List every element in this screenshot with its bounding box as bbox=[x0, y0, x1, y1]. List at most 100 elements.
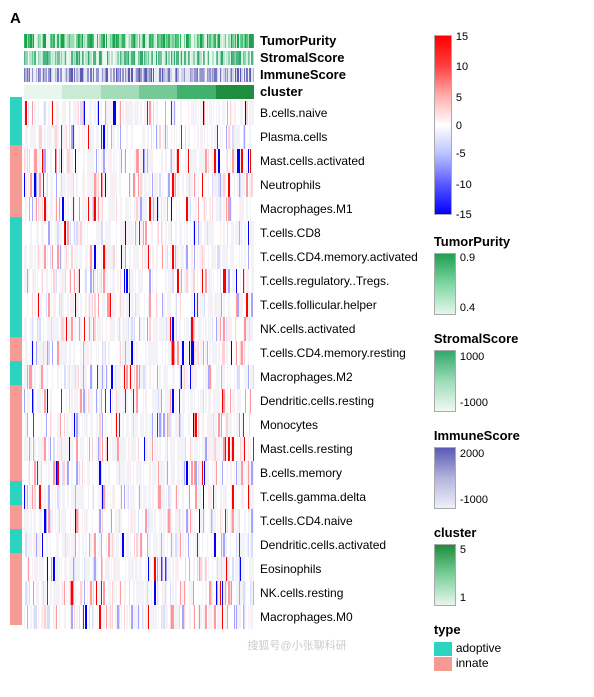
legend-main-colorbar: 151050-5-10-15 bbox=[434, 35, 520, 218]
anno-label-TumorPurity: TumorPurity bbox=[260, 33, 336, 48]
heat-cells-monocytes bbox=[24, 413, 254, 437]
figure: TumorPurity StromalScore ImmuneScore cluste… bbox=[10, 33, 584, 687]
legend-tick: -1000 bbox=[460, 494, 488, 506]
row-label-t-cells-cd8: T.cells.CD8 bbox=[260, 226, 321, 240]
watermark: 搜狐号@小张聊科研 bbox=[247, 637, 346, 653]
heat-cells-nk-cells-resting bbox=[24, 581, 254, 605]
row-label-mast-cells-resting: Mast.cells.resting bbox=[260, 442, 353, 456]
row-label-t-cells-cd4-memory-activated: T.cells.CD4.memory.activated bbox=[260, 250, 418, 264]
heat-row-macrophages-m1: Macrophages.M1 bbox=[24, 197, 418, 221]
heat-cells-macrophages-m0 bbox=[24, 605, 254, 629]
type-seg-6 bbox=[10, 481, 22, 505]
legend-tick: 2000 bbox=[460, 448, 484, 460]
heat-row-dendritic-cells-resting: Dendritic.cells.resting bbox=[24, 389, 418, 413]
heat-cells-macrophages-m1 bbox=[24, 197, 254, 221]
legend-grad-StromalScore bbox=[434, 350, 456, 412]
heat-cells-macrophages-m2 bbox=[24, 365, 254, 389]
type-seg-5 bbox=[10, 385, 22, 481]
legend-type-item: adoptive bbox=[434, 641, 520, 656]
row-label-macrophages-m0: Macrophages.M0 bbox=[260, 610, 353, 624]
row-label-eosinophils: Eosinophils bbox=[260, 562, 321, 576]
heat-row-nk-cells-resting: NK.cells.resting bbox=[24, 581, 418, 605]
row-label-b-cells-memory: B.cells.memory bbox=[260, 466, 342, 480]
heat-row-monocytes: Monocytes bbox=[24, 413, 418, 437]
legend-tick: 1000 bbox=[460, 351, 484, 363]
heat-cells-nk-cells-activated bbox=[24, 317, 254, 341]
legend-tick: 0.9 bbox=[460, 252, 475, 264]
heat-row-nk-cells-activated: NK.cells.activated bbox=[24, 317, 418, 341]
heat-cells-eosinophils bbox=[24, 557, 254, 581]
main-cbar-tick: 10 bbox=[456, 61, 468, 73]
row-label-nk-cells-activated: NK.cells.activated bbox=[260, 322, 355, 336]
legend-type-item: innate bbox=[434, 656, 520, 671]
legend-swatch-innate bbox=[434, 657, 452, 671]
anno-bar-ImmuneScore bbox=[24, 68, 254, 82]
heat-cells-b-cells-memory bbox=[24, 461, 254, 485]
anno-row-ImmuneScore: ImmuneScore bbox=[24, 67, 418, 82]
heat-row-eosinophils: Eosinophils bbox=[24, 557, 418, 581]
anno-row-TumorPurity: TumorPurity bbox=[24, 33, 418, 48]
heat-row-t-cells-cd8: T.cells.CD8 bbox=[24, 221, 418, 245]
row-label-b-cells-naive: B.cells.naive bbox=[260, 106, 327, 120]
legend-title-ImmuneScore: ImmuneScore bbox=[434, 428, 520, 443]
legend-label-innate: innate bbox=[456, 656, 489, 670]
legend-swatch-adoptive bbox=[434, 642, 452, 656]
heat-row-t-cells-cd4-naive: T.cells.CD4.naive bbox=[24, 509, 418, 533]
heat-row-mast-cells-resting: Mast.cells.resting bbox=[24, 437, 418, 461]
anno-label-cluster: cluster bbox=[260, 84, 303, 99]
heatmap-main: TumorPurity StromalScore ImmuneScore cluste… bbox=[10, 33, 418, 687]
row-label-t-cells-follicular-helper: T.cells.follicular.helper bbox=[260, 298, 377, 312]
heat-row-b-cells-naive: B.cells.naive bbox=[24, 101, 418, 125]
heat-row-dendritic-cells-activated: Dendritic.cells.activated bbox=[24, 533, 418, 557]
type-seg-2 bbox=[10, 217, 22, 337]
legend-title-StromalScore: StromalScore bbox=[434, 331, 520, 346]
legend-tick: 1 bbox=[460, 592, 466, 604]
legend-grad-TumorPurity bbox=[434, 253, 456, 315]
row-label-mast-cells-activated: Mast.cells.activated bbox=[260, 154, 365, 168]
legend-cluster: cluster 5 1 bbox=[434, 525, 520, 606]
legend-TumorPurity: TumorPurity 0.9 0.4 bbox=[434, 234, 520, 315]
row-label-macrophages-m2: Macrophages.M2 bbox=[260, 370, 353, 384]
heat-cells-dendritic-cells-activated bbox=[24, 533, 254, 557]
panel-label: A bbox=[10, 10, 584, 27]
row-label-dendritic-cells-resting: Dendritic.cells.resting bbox=[260, 394, 374, 408]
heat-row-macrophages-m2: Macrophages.M2 bbox=[24, 365, 418, 389]
type-seg-8 bbox=[10, 529, 22, 553]
heat-cells-t-cells-gamma-delta bbox=[24, 485, 254, 509]
type-seg-4 bbox=[10, 361, 22, 385]
row-label-neutrophils: Neutrophils bbox=[260, 178, 321, 192]
anno-label-ImmuneScore: ImmuneScore bbox=[260, 67, 346, 82]
anno-row-StromalScore: StromalScore bbox=[24, 50, 418, 65]
legend-tick: 0.4 bbox=[460, 302, 475, 314]
legend-label-adoptive: adoptive bbox=[456, 641, 501, 655]
heat-cells-t-cells-cd4-naive bbox=[24, 509, 254, 533]
heat-cells-plasma-cells bbox=[24, 125, 254, 149]
heat-cells-t-cells-follicular-helper bbox=[24, 293, 254, 317]
main-cbar-tick: 15 bbox=[456, 31, 468, 43]
legend-title-cluster: cluster bbox=[434, 525, 520, 540]
heat-cells-neutrophils bbox=[24, 173, 254, 197]
legend-tick: 5 bbox=[460, 544, 466, 556]
row-label-t-cells-cd4-memory-resting: T.cells.CD4.memory.resting bbox=[260, 346, 406, 360]
row-label-nk-cells-resting: NK.cells.resting bbox=[260, 586, 343, 600]
row-label-monocytes: Monocytes bbox=[260, 418, 318, 432]
heat-cells-t-cells-cd4-memory-activated bbox=[24, 245, 254, 269]
anno-bar-cluster bbox=[24, 85, 254, 99]
heat-cells-t-cells-cd8 bbox=[24, 221, 254, 245]
heat-row-b-cells-memory: B.cells.memory bbox=[24, 461, 418, 485]
legend-tick: -1000 bbox=[460, 397, 488, 409]
heat-cells-t-cells-regulatory-tregs bbox=[24, 269, 254, 293]
type-seg-3 bbox=[10, 337, 22, 361]
heat-cells-b-cells-naive bbox=[24, 101, 254, 125]
legend-title-type: type bbox=[434, 622, 520, 637]
heat-cells-mast-cells-activated bbox=[24, 149, 254, 173]
heatmap-center: TumorPurity StromalScore ImmuneScore cluste… bbox=[24, 33, 418, 687]
legend-grad-ImmuneScore bbox=[434, 447, 456, 509]
heat-cells-dendritic-cells-resting bbox=[24, 389, 254, 413]
heat-row-neutrophils: Neutrophils bbox=[24, 173, 418, 197]
row-label-plasma-cells: Plasma.cells bbox=[260, 130, 327, 144]
legend-title-TumorPurity: TumorPurity bbox=[434, 234, 520, 249]
legend-StromalScore: StromalScore 1000 -1000 bbox=[434, 331, 520, 412]
heat-row-macrophages-m0: Macrophages.M0 bbox=[24, 605, 418, 629]
type-seg-1 bbox=[10, 145, 22, 217]
